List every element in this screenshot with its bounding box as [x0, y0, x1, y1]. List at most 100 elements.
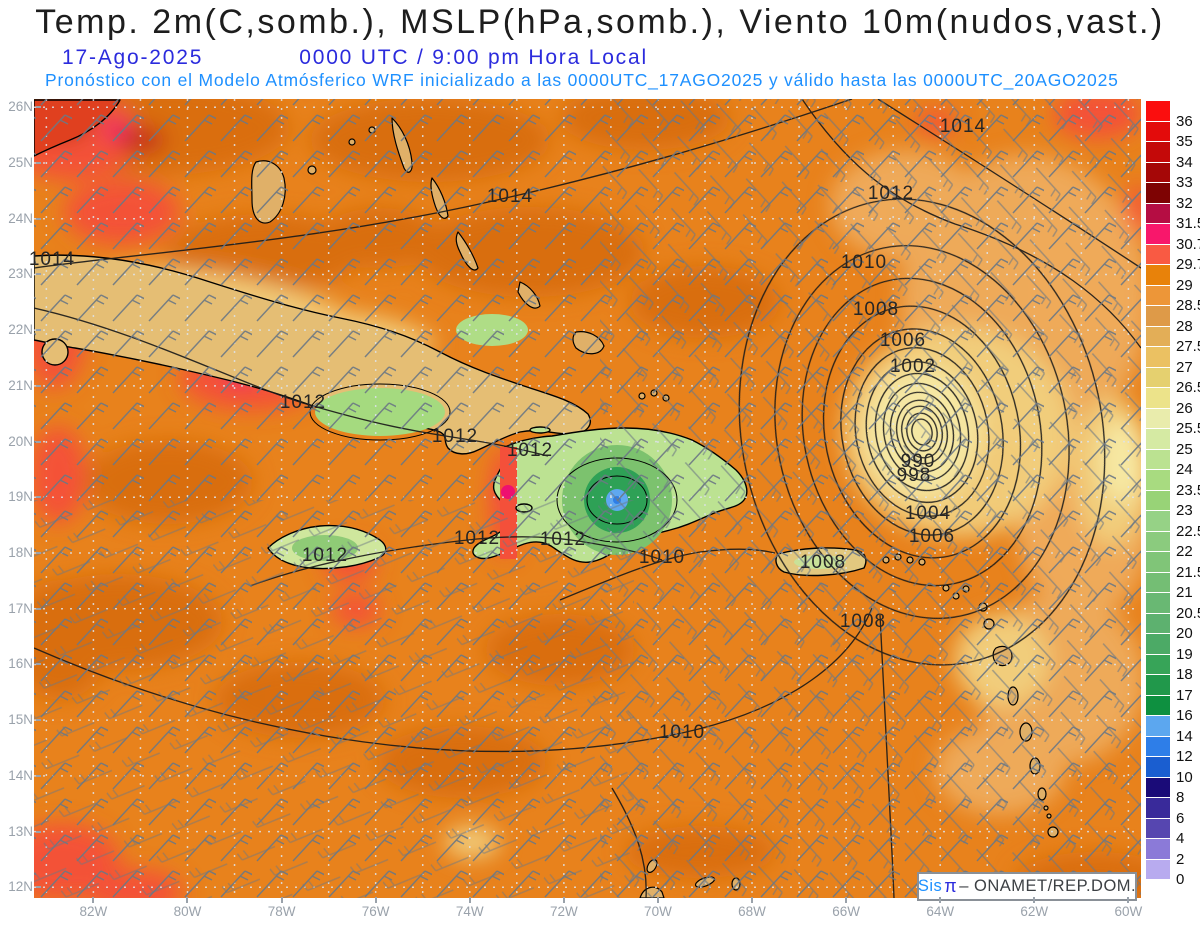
colorbar-label: 26: [1176, 399, 1193, 417]
colorbar-swatch: [1146, 859, 1170, 880]
lat-axis-tick: [36, 106, 41, 109]
lat-axis-tick: [36, 162, 41, 164]
colorbar-label: 30.7: [1176, 235, 1200, 253]
colorbar-label: 31.5: [1176, 215, 1200, 232]
colorbar-swatch: [1146, 777, 1170, 798]
colorbar-label: 27.5: [1176, 338, 1200, 355]
colorbar-label: 22.5: [1176, 522, 1200, 540]
lat-axis-tick: [36, 663, 41, 666]
isobar-label: 1014: [486, 186, 534, 207]
colorbar-swatch: [1146, 613, 1170, 634]
lon-axis-tick: [845, 897, 848, 903]
colorbar-label: 16: [1176, 707, 1193, 724]
lon-axis-label: 62W: [1020, 904, 1049, 919]
colorbar-label: 27: [1176, 358, 1193, 376]
lat-axis-label: 21N: [8, 377, 33, 393]
colorbar-label: 29: [1176, 276, 1193, 294]
colorbar-swatch: [1146, 634, 1170, 655]
isobar-label: 1004: [904, 503, 952, 524]
colorbar-label: 20.5: [1176, 604, 1200, 622]
lon-axis-tick: [562, 897, 565, 903]
colorbar-swatch: [1146, 183, 1170, 204]
colorbar-swatch: [1146, 347, 1170, 368]
lon-axis-label: 76W: [361, 904, 390, 919]
lat-axis-label: 14N: [8, 767, 33, 783]
wind-barb-texture: [34, 99, 1141, 898]
isobar-label: 1006: [879, 330, 927, 351]
colorbar-swatch: [1146, 101, 1170, 122]
colorbar-swatch: [1146, 593, 1170, 614]
isobar-label: 1012: [867, 183, 915, 204]
colorbar-swatch: [1146, 716, 1170, 737]
lon-axis-label: 68W: [738, 904, 766, 919]
colorbar-label: 21.5: [1176, 563, 1200, 581]
colorbar-label: 18: [1176, 666, 1193, 683]
forecast-description: Pronóstico con el Modelo Atmósferico WRF…: [45, 70, 1119, 90]
lat-axis-label: 13N: [8, 823, 33, 839]
lat-axis-label: 18N: [8, 545, 33, 560]
colorbar-swatch: [1146, 203, 1170, 224]
lat-axis-tick: [36, 384, 41, 387]
isobar-label: 1006: [908, 526, 956, 547]
colorbar-swatch: [1146, 408, 1170, 429]
colorbar-swatch: [1146, 388, 1170, 409]
isobar-label: 1010: [638, 547, 686, 568]
colorbar-swatch: [1146, 839, 1170, 860]
isobar-label: 1008: [852, 299, 900, 320]
lon-axis-label: 60W: [1114, 904, 1143, 919]
colorbar-swatch: [1146, 531, 1170, 552]
lon-axis-label: 82W: [79, 904, 108, 919]
isobar-label: 1002: [889, 356, 937, 377]
colorbar-label: 2: [1176, 850, 1185, 868]
lat-axis-label: 23N: [8, 266, 33, 282]
colorbar-label: 23.5: [1176, 481, 1200, 499]
colorbar-swatch: [1146, 757, 1170, 778]
lat-axis-label: 16N: [8, 656, 33, 672]
colorbar-swatch: [1146, 142, 1170, 163]
colorbar-label: 33: [1176, 174, 1193, 191]
colorbar-swatch: [1146, 490, 1170, 511]
colorbar-swatch: [1146, 552, 1170, 573]
colorbar-swatch: [1146, 798, 1170, 819]
lat-axis-label: 15N: [8, 712, 33, 728]
lat-axis-label: 22N: [8, 322, 33, 338]
lat-axis-tick: [36, 440, 41, 443]
watermark-text: – ONAMET/REP.DOM.: [959, 877, 1137, 895]
lat-axis-tick: [36, 217, 41, 220]
lon-axis-tick: [751, 897, 754, 903]
lon-axis-tick: [92, 897, 95, 903]
colorbar-swatch: [1146, 367, 1170, 388]
lon-axis-label: 70W: [644, 904, 672, 919]
isobar-label: 1008: [839, 611, 887, 632]
colorbar-swatch: [1146, 224, 1170, 245]
isobar-label: 1012: [506, 440, 554, 461]
isobar-label: 998: [896, 465, 932, 486]
lat-axis-label: 19N: [8, 489, 33, 505]
lon-axis-label: 64W: [926, 904, 955, 919]
colorbar-swatch: [1146, 449, 1170, 470]
run-date: 17-Ago-2025: [62, 46, 204, 69]
lat-axis-label: 26N: [8, 99, 33, 115]
lon-axis-tick: [1127, 897, 1130, 903]
valid-time: 0000 UTC / 9:00 pm Hora Local: [299, 46, 648, 69]
colorbar-label: 14: [1176, 727, 1193, 745]
lon-axis-label: 74W: [455, 904, 484, 919]
lat-axis-tick: [36, 774, 41, 777]
run-date-line: 17-Ago-2025 0000 UTC / 9:00 pm Hora Loca…: [62, 46, 648, 70]
colorbar-swatch: [1146, 654, 1170, 675]
colorbar-label: 34: [1176, 153, 1193, 171]
temperature-colorbar: [1146, 101, 1170, 901]
colorbar-label: 8: [1176, 789, 1185, 806]
colorbar-swatch: [1146, 285, 1170, 306]
colorbar-label: 6: [1176, 809, 1185, 827]
watermark-pi-symbol: π: [944, 876, 958, 896]
colorbar-label: 19: [1176, 645, 1193, 663]
colorbar-swatch: [1146, 326, 1170, 347]
colorbar-label: 32: [1176, 194, 1193, 212]
lon-axis-tick: [1033, 897, 1036, 903]
lat-axis-tick: [36, 607, 41, 610]
colorbar-label: 35: [1176, 133, 1193, 150]
lat-axis-label: 25N: [8, 155, 33, 170]
colorbar-label: 26.5: [1176, 379, 1200, 396]
